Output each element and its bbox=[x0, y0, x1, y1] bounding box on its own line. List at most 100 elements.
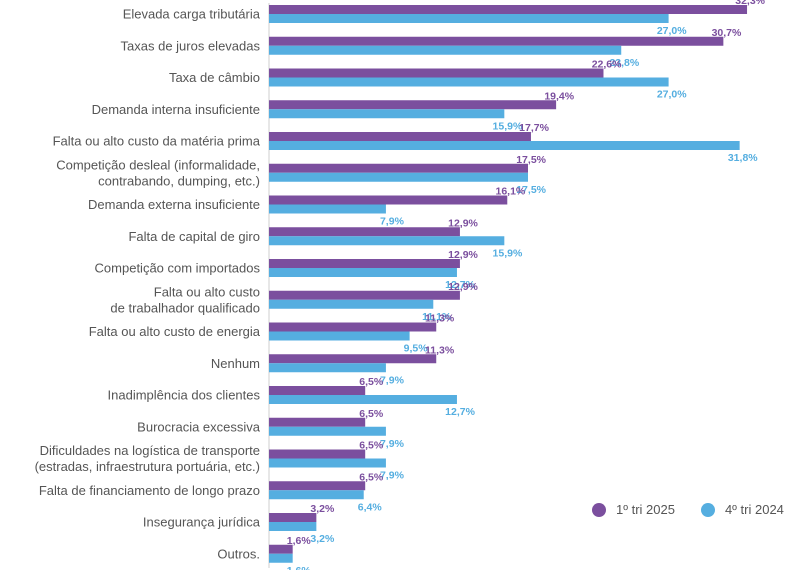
category-group: Falta de financiamento de longo prazo 6,5… bbox=[39, 471, 384, 513]
legend-dot-2025 bbox=[592, 502, 606, 517]
legend-label-2024: 4º tri 2024 bbox=[724, 502, 784, 517]
bar-2025 bbox=[269, 386, 366, 395]
bar-2025 bbox=[269, 544, 293, 554]
bar-2024 bbox=[269, 14, 669, 23]
category-label-line: Insegurança jurídica bbox=[143, 515, 261, 530]
value-label-2024: 7,9% bbox=[380, 438, 405, 450]
bar-2025 bbox=[269, 259, 460, 268]
value-label-2025: 17,5% bbox=[516, 154, 546, 166]
category-group: Competição desleal (informalidade, contra… bbox=[56, 154, 546, 196]
category-group: Inadimplência dos clientes 6,5% 12,7% bbox=[108, 376, 476, 418]
value-label-2025: 6,5% bbox=[359, 471, 384, 483]
category-group: Dificuldades na logística de transporte(… bbox=[35, 440, 405, 482]
value-label-2024: 7,9% bbox=[380, 216, 405, 228]
category-group: Taxas de juros elevadas 30,7% 23,8% bbox=[121, 27, 742, 69]
bar-2024 bbox=[269, 458, 386, 468]
value-label-2024: 15,9% bbox=[493, 247, 523, 259]
category-label: Demanda externa insuficiente bbox=[88, 197, 260, 212]
category-label: Competição desleal (informalidade, contra… bbox=[56, 157, 260, 188]
legend-label-2025: 1º tri 2025 bbox=[616, 502, 675, 517]
value-label-2024: 11,1% bbox=[422, 311, 452, 323]
category-label: Nenhum bbox=[211, 356, 260, 371]
value-label-2024: 3,2% bbox=[310, 533, 335, 545]
category-label-line: Burocracia excessiva bbox=[137, 419, 261, 434]
category-label: Falta de financiamento de longo prazo bbox=[39, 483, 260, 498]
category-label-line: de trabalhador qualificado bbox=[110, 300, 260, 315]
bar-2024 bbox=[269, 204, 386, 214]
value-label-2024: 9,5% bbox=[404, 343, 429, 355]
category-group: Nenhum 11,3% 7,9% bbox=[211, 344, 455, 386]
category-group: Falta ou alto custo de trabalhador qualif… bbox=[110, 281, 478, 323]
category-group: Taxa de câmbio 22,6% 27,0% bbox=[169, 59, 687, 101]
bar-2025 bbox=[269, 449, 366, 459]
value-label-2024: 15,9% bbox=[493, 120, 523, 132]
value-label-2024: 23,8% bbox=[609, 57, 639, 69]
bar-2025 bbox=[269, 417, 366, 427]
bar-2025 bbox=[269, 513, 317, 522]
value-label-2025: 6,5% bbox=[359, 440, 384, 452]
value-label-2025: 16,1% bbox=[495, 186, 525, 198]
category-label: Falta ou alto custo da matéria prima bbox=[53, 134, 261, 149]
category-label-line: Falta de financiamento de longo prazo bbox=[39, 483, 260, 498]
category-label-line: Nenhum bbox=[211, 356, 260, 371]
value-label-2025: 11,3% bbox=[425, 344, 455, 356]
bar-2025 bbox=[269, 163, 528, 173]
value-label-2024: 1,6% bbox=[287, 565, 312, 570]
value-label-2025: 11,3% bbox=[425, 313, 455, 325]
category-label-line: Elevada carga tributária bbox=[123, 7, 261, 22]
bar-2025 bbox=[269, 5, 748, 14]
category-label: Inadimplência dos clientes bbox=[108, 388, 261, 403]
category-label: Competição com importados bbox=[95, 261, 261, 276]
legend-dot-2024 bbox=[700, 502, 715, 517]
bar-2024 bbox=[269, 109, 505, 119]
bar-2025 bbox=[269, 481, 366, 491]
category-label: Dificuldades na logística de transporte(… bbox=[35, 443, 260, 474]
bar-2024 bbox=[269, 553, 293, 563]
bar-2025 bbox=[269, 100, 557, 110]
category-label-line: Outros. bbox=[217, 546, 260, 561]
bar-2025 bbox=[269, 290, 460, 300]
category-group: Falta ou alto custo da matéria prima 17,7… bbox=[53, 122, 759, 164]
value-label-2025: 32,3% bbox=[735, 0, 765, 7]
category-label: Falta de capital de giro bbox=[128, 229, 260, 244]
bar-2024 bbox=[269, 331, 410, 341]
bar-2024 bbox=[269, 426, 386, 436]
bar-2025 bbox=[269, 132, 531, 141]
category-label-line: Taxas de juros elevadas bbox=[121, 38, 261, 53]
value-label-2025: 6,5% bbox=[359, 408, 384, 420]
legend-item-2024: 4º tri 2024 bbox=[700, 502, 784, 517]
category-label: Demanda interna insuficiente bbox=[92, 102, 260, 117]
bar-2025 bbox=[269, 354, 437, 364]
bar-2024 bbox=[269, 172, 528, 182]
value-label-2024: 27,0% bbox=[657, 89, 687, 101]
bar-2024 bbox=[269, 45, 622, 55]
bar-2025 bbox=[269, 195, 508, 205]
value-label-2024: 27,0% bbox=[657, 25, 687, 37]
bar-2024 bbox=[269, 299, 434, 309]
bar-2024 bbox=[269, 236, 505, 246]
bar-2024 bbox=[269, 522, 317, 531]
value-label-2025: 12,9% bbox=[448, 281, 478, 293]
value-label-2025: 12,9% bbox=[448, 249, 478, 261]
value-label-2025: 30,7% bbox=[712, 27, 742, 39]
category-group: Elevada carga tributária 32,3% 27,0% bbox=[123, 0, 766, 37]
category-group: Falta de capital de giro 12,9% 15,9% bbox=[128, 217, 523, 259]
value-label-2025: 22,6% bbox=[592, 59, 622, 71]
bar-2025 bbox=[269, 322, 437, 332]
bar-2025 bbox=[269, 68, 604, 78]
category-label-line: (estradas, infraestrutura portuária, etc… bbox=[35, 459, 260, 474]
category-label-line: contrabando, dumping, etc.) bbox=[98, 173, 260, 188]
category-group: Demanda externa insuficiente 16,1% 7,9% bbox=[88, 186, 526, 228]
value-label-2024: 7,9% bbox=[380, 470, 405, 482]
bar-2024 bbox=[269, 395, 457, 404]
category-label: Falta ou alto custo de trabalhador qualif… bbox=[110, 284, 260, 315]
category-label-line: Demanda interna insuficiente bbox=[92, 102, 260, 117]
category-label-line: Falta ou alto custo bbox=[154, 284, 260, 299]
value-label-2025: 19,4% bbox=[544, 90, 574, 102]
bar-2024 bbox=[269, 141, 740, 150]
